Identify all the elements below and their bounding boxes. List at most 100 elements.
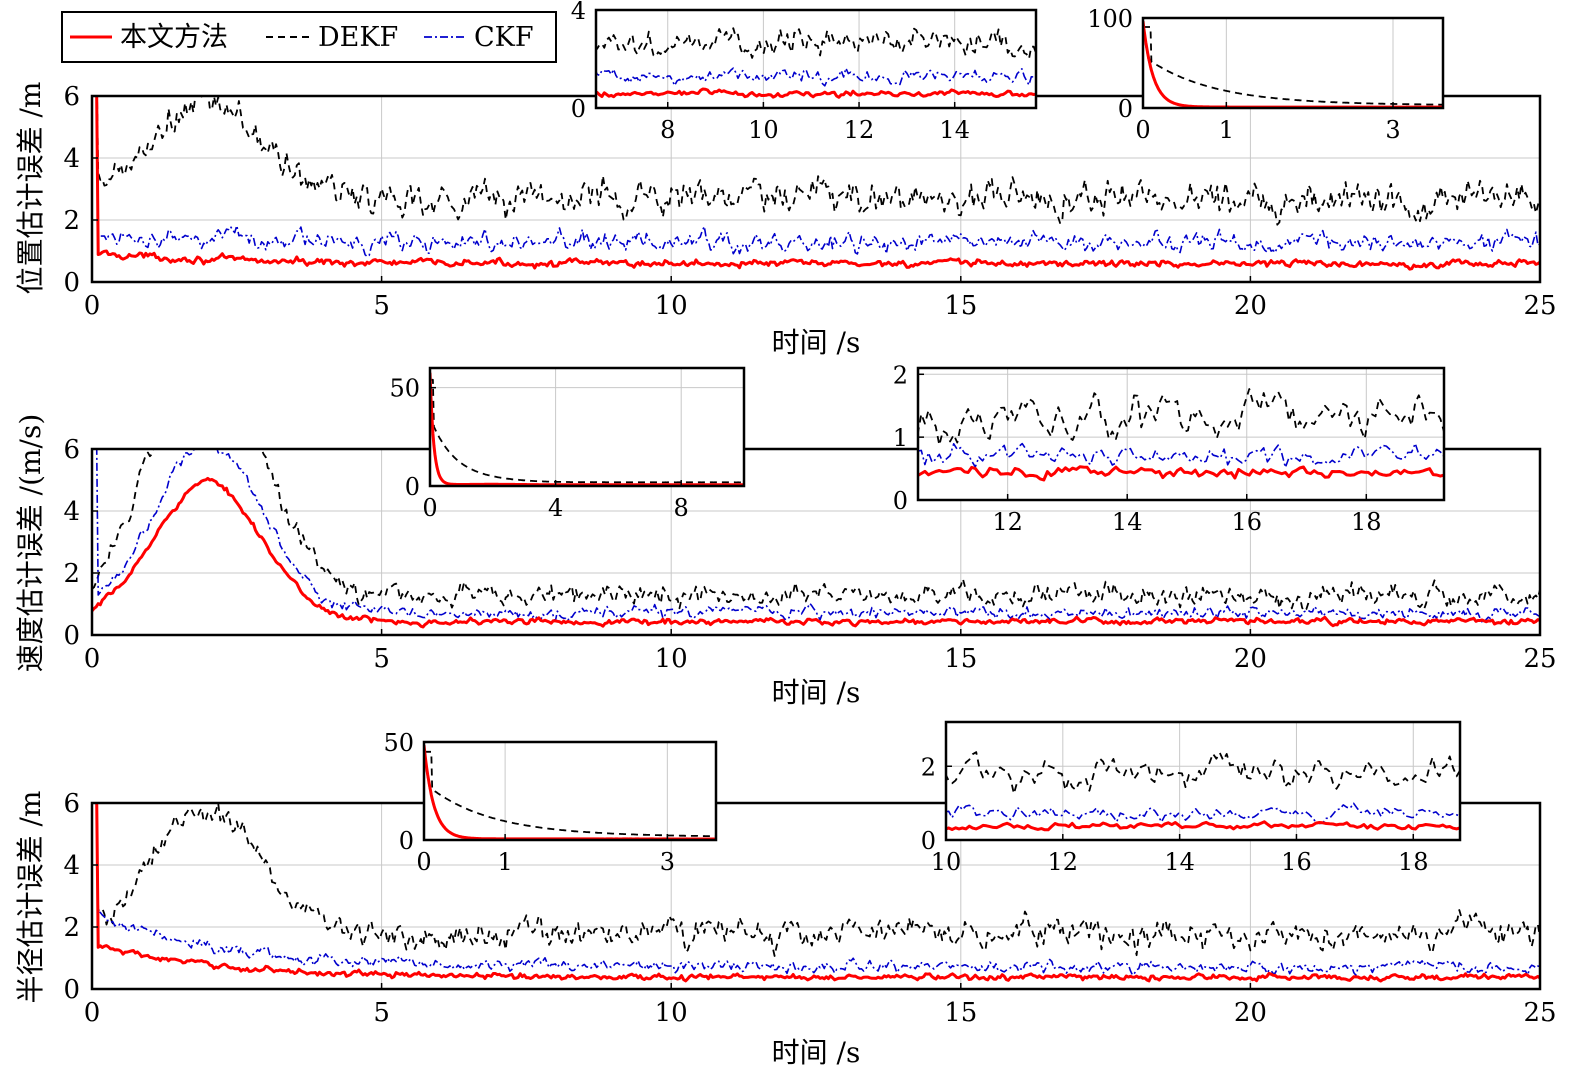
radius-ytick-label: 2 [63, 913, 80, 943]
vel-inset-1-frame [428, 366, 746, 488]
vel-inset-1-xtick-label: 8 [674, 494, 689, 522]
velocity-xtick-label: 5 [373, 644, 390, 674]
pos-inset-2-frame [1141, 16, 1445, 110]
velocity-line-ckf [95, 449, 1540, 624]
velocity-xtick-label: 10 [655, 644, 688, 674]
vel-inset-2-xtick-label: 16 [1231, 508, 1262, 536]
rad-inset-2-xtick-label: 14 [1164, 848, 1195, 876]
pos-inset-1-series-group [596, 27, 1036, 99]
position-ytick-label: 0 [63, 268, 80, 298]
pos-inset-1-frame [594, 8, 1038, 110]
rad-inset-1-frame [422, 740, 718, 842]
rad-inset-2-series-group [946, 751, 1460, 832]
velocity-axes-frame [90, 447, 1542, 637]
rad-inset-1-xtick-label: 1 [497, 848, 512, 876]
rad-inset-1-xtick-label: 3 [660, 848, 675, 876]
position-xtick-label: 15 [944, 291, 977, 321]
position-xtick-label: 5 [373, 291, 390, 321]
vel-inset-1-plot-area [430, 368, 744, 486]
radius-series-group [95, 803, 1540, 983]
pos-inset-2-ytick-label: 0 [1118, 95, 1133, 123]
pos-inset-1-ytick-label: 4 [571, 0, 586, 25]
legend-dekf-label: DEKF [318, 22, 398, 53]
position-ytick-label: 6 [63, 82, 80, 112]
velocity-ylabel: 速度估计误差 /(m/s) [14, 414, 47, 673]
radius-ytick-label: 6 [63, 789, 80, 819]
rad-inset-2-ytick-label: 2 [921, 753, 936, 781]
pos-inset-2-xtick-label: 3 [1385, 116, 1400, 144]
pos-inset-1-line-proposed [596, 87, 1036, 99]
rad-inset-2-line-dekf [946, 751, 1460, 795]
pos-inset-1-xtick-label: 12 [844, 116, 875, 144]
radius-line-proposed [95, 803, 1540, 983]
rad-inset-2-xtick-label: 18 [1398, 848, 1429, 876]
rad-inset-2: 10 12 14 16 18 0 2 [921, 720, 1462, 876]
vel-inset-2-ytick-label: 1 [893, 424, 908, 452]
velocity-xtick-label: 15 [944, 644, 977, 674]
rad-inset-1: 0 1 3 0 50 [383, 729, 718, 876]
radius-ytick-label: 4 [63, 851, 80, 881]
pos-inset-1-xtick-label: 14 [939, 116, 970, 144]
pos-inset-1-xtick-label: 8 [660, 116, 675, 144]
vel-inset-1-line-dekf [430, 378, 744, 484]
vel-inset-1: 0 4 8 0 50 [389, 366, 746, 522]
position-xtick-label: 0 [84, 291, 101, 321]
vel-inset-2-xtick-label: 18 [1351, 508, 1382, 536]
rad-inset-1-xtick-label: 0 [416, 848, 431, 876]
vel-inset-2-ytick-label: 2 [893, 361, 908, 389]
radius-xtick-label: 20 [1234, 998, 1267, 1028]
position-ytick-label: 4 [63, 144, 80, 174]
vel-inset-1-ytick-label: 50 [389, 375, 420, 403]
vel-inset-2-xtick-label: 14 [1112, 508, 1143, 536]
rad-inset-2-xtick-label: 10 [931, 848, 962, 876]
radius-axes-frame [90, 801, 1542, 991]
radius-xtick-label: 0 [84, 998, 101, 1028]
rad-inset-1-ytick-label: 50 [383, 729, 414, 757]
pos-inset-1-ytick-label: 0 [571, 95, 586, 123]
position-xlabel: 时间 /s [772, 326, 861, 359]
vel-inset-2-xtick-label: 12 [992, 508, 1023, 536]
position-line-ckf [95, 96, 1540, 258]
position-line-proposed [95, 96, 1540, 271]
legend-ckf-label: CKF [474, 22, 534, 53]
radius-ylabel: 半径估计误差 /m [14, 791, 47, 1004]
radius-xtick-label: 5 [373, 998, 390, 1028]
rad-inset-2-line-proposed [946, 820, 1460, 832]
position-series-group [95, 96, 1540, 271]
vel-inset-2-line-dekf [918, 388, 1444, 446]
vel-inset-1-ytick-label: 0 [405, 473, 420, 501]
velocity-ytick-label: 2 [63, 559, 80, 589]
position-xtick-label: 25 [1523, 291, 1556, 321]
pos-inset-1-line-dekf [596, 27, 1036, 60]
pos-inset-2-xtick-label: 0 [1135, 116, 1150, 144]
vel-inset-1-xtick-label: 0 [422, 494, 437, 522]
legend: 本文方法 DEKF CKF [61, 11, 557, 63]
vel-inset-2-plot-area [918, 368, 1444, 500]
vel-inset-2-line-ckf [918, 442, 1444, 469]
position-xtick-label: 10 [655, 291, 688, 321]
radius-xtick-label: 25 [1523, 998, 1556, 1028]
position-ylabel: 位置估计误差 /m [14, 82, 47, 295]
velocity-xlabel: 时间 /s [772, 676, 861, 709]
rad-inset-1-ytick-label: 0 [399, 827, 414, 855]
radius-line-dekf [95, 803, 1540, 957]
rad-inset-2-line-ckf [946, 802, 1460, 825]
pos-inset-1-line-ckf [596, 67, 1036, 87]
vel-inset-2-series-group [918, 388, 1444, 482]
velocity-line-proposed [92, 476, 1540, 629]
radius-ytick-label: 0 [63, 975, 80, 1005]
vel-inset-1-xtick-label: 4 [548, 494, 563, 522]
vel-inset-2-ytick-label: 0 [893, 487, 908, 515]
radius-line-ckf [96, 803, 1540, 977]
radius-xtick-label: 10 [655, 998, 688, 1028]
rad-inset-2-ytick-label: 0 [921, 827, 936, 855]
rad-inset-1-plot-area [424, 742, 716, 840]
velocity-xtick-label: 20 [1234, 644, 1267, 674]
pos-inset-2-ytick-label: 100 [1087, 5, 1133, 33]
velocity-ytick-label: 0 [63, 621, 80, 651]
velocity-line-dekf [92, 449, 1540, 612]
